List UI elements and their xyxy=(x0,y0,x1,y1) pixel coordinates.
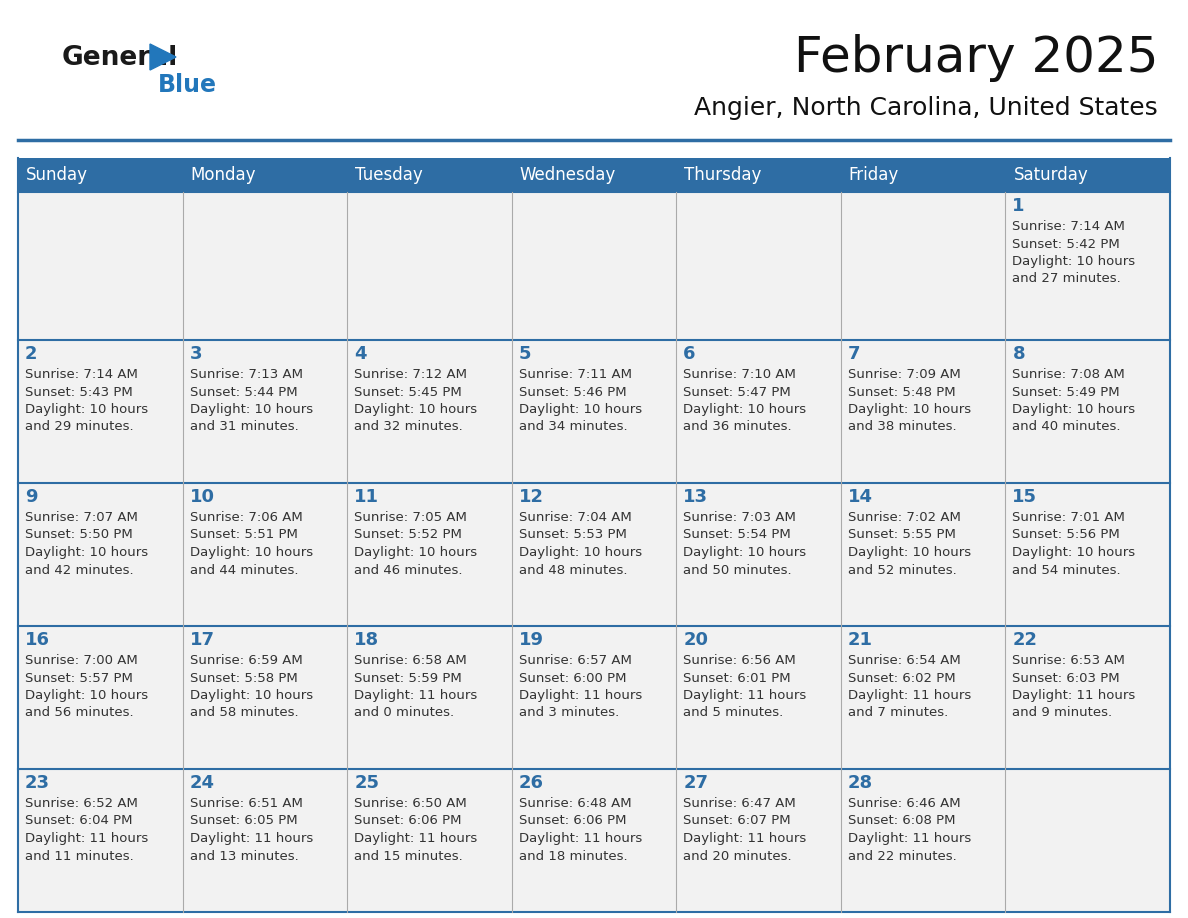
Text: 11: 11 xyxy=(354,488,379,506)
Text: 24: 24 xyxy=(190,774,215,792)
Bar xyxy=(18,192,1170,340)
Bar xyxy=(18,626,1170,769)
Bar xyxy=(18,483,1170,626)
Text: Sunrise: 6:59 AM
Sunset: 5:58 PM
Daylight: 10 hours
and 58 minutes.: Sunrise: 6:59 AM Sunset: 5:58 PM Dayligh… xyxy=(190,654,312,720)
Text: 16: 16 xyxy=(25,631,50,649)
Text: Tuesday: Tuesday xyxy=(355,166,423,184)
Text: Sunrise: 6:47 AM
Sunset: 6:07 PM
Daylight: 11 hours
and 20 minutes.: Sunrise: 6:47 AM Sunset: 6:07 PM Dayligh… xyxy=(683,797,807,863)
Polygon shape xyxy=(150,44,176,70)
Text: February 2025: February 2025 xyxy=(794,34,1158,82)
Text: 20: 20 xyxy=(683,631,708,649)
Text: General: General xyxy=(62,45,178,71)
Text: 22: 22 xyxy=(1012,631,1037,649)
Text: 7: 7 xyxy=(848,345,860,363)
Text: Sunrise: 7:09 AM
Sunset: 5:48 PM
Daylight: 10 hours
and 38 minutes.: Sunrise: 7:09 AM Sunset: 5:48 PM Dayligh… xyxy=(848,368,971,433)
Text: Wednesday: Wednesday xyxy=(519,166,615,184)
Text: Sunrise: 7:06 AM
Sunset: 5:51 PM
Daylight: 10 hours
and 44 minutes.: Sunrise: 7:06 AM Sunset: 5:51 PM Dayligh… xyxy=(190,511,312,577)
Text: Angier, North Carolina, United States: Angier, North Carolina, United States xyxy=(694,96,1158,120)
Text: 12: 12 xyxy=(519,488,544,506)
Bar xyxy=(18,769,1170,912)
Text: Sunrise: 7:00 AM
Sunset: 5:57 PM
Daylight: 10 hours
and 56 minutes.: Sunrise: 7:00 AM Sunset: 5:57 PM Dayligh… xyxy=(25,654,148,720)
Text: 4: 4 xyxy=(354,345,367,363)
Text: 21: 21 xyxy=(848,631,873,649)
Text: Monday: Monday xyxy=(190,166,257,184)
Text: 3: 3 xyxy=(190,345,202,363)
Text: Sunrise: 7:07 AM
Sunset: 5:50 PM
Daylight: 10 hours
and 42 minutes.: Sunrise: 7:07 AM Sunset: 5:50 PM Dayligh… xyxy=(25,511,148,577)
Text: 26: 26 xyxy=(519,774,544,792)
Text: Sunrise: 7:10 AM
Sunset: 5:47 PM
Daylight: 10 hours
and 36 minutes.: Sunrise: 7:10 AM Sunset: 5:47 PM Dayligh… xyxy=(683,368,807,433)
Text: Sunrise: 6:56 AM
Sunset: 6:01 PM
Daylight: 11 hours
and 5 minutes.: Sunrise: 6:56 AM Sunset: 6:01 PM Dayligh… xyxy=(683,654,807,720)
Text: Sunrise: 6:54 AM
Sunset: 6:02 PM
Daylight: 11 hours
and 7 minutes.: Sunrise: 6:54 AM Sunset: 6:02 PM Dayligh… xyxy=(848,654,971,720)
Text: 13: 13 xyxy=(683,488,708,506)
Text: 6: 6 xyxy=(683,345,696,363)
Text: Sunrise: 7:11 AM
Sunset: 5:46 PM
Daylight: 10 hours
and 34 minutes.: Sunrise: 7:11 AM Sunset: 5:46 PM Dayligh… xyxy=(519,368,642,433)
Text: Sunrise: 7:02 AM
Sunset: 5:55 PM
Daylight: 10 hours
and 52 minutes.: Sunrise: 7:02 AM Sunset: 5:55 PM Dayligh… xyxy=(848,511,971,577)
Text: 15: 15 xyxy=(1012,488,1037,506)
Text: 18: 18 xyxy=(354,631,379,649)
Text: 27: 27 xyxy=(683,774,708,792)
Text: Sunrise: 7:08 AM
Sunset: 5:49 PM
Daylight: 10 hours
and 40 minutes.: Sunrise: 7:08 AM Sunset: 5:49 PM Dayligh… xyxy=(1012,368,1136,433)
Text: Sunrise: 7:04 AM
Sunset: 5:53 PM
Daylight: 10 hours
and 48 minutes.: Sunrise: 7:04 AM Sunset: 5:53 PM Dayligh… xyxy=(519,511,642,577)
Text: 10: 10 xyxy=(190,488,215,506)
Bar xyxy=(18,158,1170,192)
Text: Saturday: Saturday xyxy=(1013,166,1088,184)
Text: 14: 14 xyxy=(848,488,873,506)
Text: Sunday: Sunday xyxy=(26,166,88,184)
Text: 9: 9 xyxy=(25,488,38,506)
Text: Sunrise: 7:14 AM
Sunset: 5:42 PM
Daylight: 10 hours
and 27 minutes.: Sunrise: 7:14 AM Sunset: 5:42 PM Dayligh… xyxy=(1012,220,1136,285)
Text: Sunrise: 7:12 AM
Sunset: 5:45 PM
Daylight: 10 hours
and 32 minutes.: Sunrise: 7:12 AM Sunset: 5:45 PM Dayligh… xyxy=(354,368,478,433)
Text: Friday: Friday xyxy=(849,166,899,184)
Text: 5: 5 xyxy=(519,345,531,363)
Bar xyxy=(18,340,1170,483)
Text: Thursday: Thursday xyxy=(684,166,762,184)
Text: 25: 25 xyxy=(354,774,379,792)
Text: Sunrise: 6:51 AM
Sunset: 6:05 PM
Daylight: 11 hours
and 13 minutes.: Sunrise: 6:51 AM Sunset: 6:05 PM Dayligh… xyxy=(190,797,312,863)
Text: Sunrise: 6:53 AM
Sunset: 6:03 PM
Daylight: 11 hours
and 9 minutes.: Sunrise: 6:53 AM Sunset: 6:03 PM Dayligh… xyxy=(1012,654,1136,720)
Text: Sunrise: 6:52 AM
Sunset: 6:04 PM
Daylight: 11 hours
and 11 minutes.: Sunrise: 6:52 AM Sunset: 6:04 PM Dayligh… xyxy=(25,797,148,863)
Text: 2: 2 xyxy=(25,345,38,363)
Text: Sunrise: 7:03 AM
Sunset: 5:54 PM
Daylight: 10 hours
and 50 minutes.: Sunrise: 7:03 AM Sunset: 5:54 PM Dayligh… xyxy=(683,511,807,577)
Text: Sunrise: 6:58 AM
Sunset: 5:59 PM
Daylight: 11 hours
and 0 minutes.: Sunrise: 6:58 AM Sunset: 5:59 PM Dayligh… xyxy=(354,654,478,720)
Text: 19: 19 xyxy=(519,631,544,649)
Text: 17: 17 xyxy=(190,631,215,649)
Text: Sunrise: 6:50 AM
Sunset: 6:06 PM
Daylight: 11 hours
and 15 minutes.: Sunrise: 6:50 AM Sunset: 6:06 PM Dayligh… xyxy=(354,797,478,863)
Text: 28: 28 xyxy=(848,774,873,792)
Text: Sunrise: 6:57 AM
Sunset: 6:00 PM
Daylight: 11 hours
and 3 minutes.: Sunrise: 6:57 AM Sunset: 6:00 PM Dayligh… xyxy=(519,654,642,720)
Text: Sunrise: 7:05 AM
Sunset: 5:52 PM
Daylight: 10 hours
and 46 minutes.: Sunrise: 7:05 AM Sunset: 5:52 PM Dayligh… xyxy=(354,511,478,577)
Text: Sunrise: 6:48 AM
Sunset: 6:06 PM
Daylight: 11 hours
and 18 minutes.: Sunrise: 6:48 AM Sunset: 6:06 PM Dayligh… xyxy=(519,797,642,863)
Text: Sunrise: 6:46 AM
Sunset: 6:08 PM
Daylight: 11 hours
and 22 minutes.: Sunrise: 6:46 AM Sunset: 6:08 PM Dayligh… xyxy=(848,797,971,863)
Text: Sunrise: 7:13 AM
Sunset: 5:44 PM
Daylight: 10 hours
and 31 minutes.: Sunrise: 7:13 AM Sunset: 5:44 PM Dayligh… xyxy=(190,368,312,433)
Text: Blue: Blue xyxy=(158,73,217,97)
Text: Sunrise: 7:01 AM
Sunset: 5:56 PM
Daylight: 10 hours
and 54 minutes.: Sunrise: 7:01 AM Sunset: 5:56 PM Dayligh… xyxy=(1012,511,1136,577)
Text: 1: 1 xyxy=(1012,197,1025,215)
Text: 8: 8 xyxy=(1012,345,1025,363)
Text: 23: 23 xyxy=(25,774,50,792)
Text: Sunrise: 7:14 AM
Sunset: 5:43 PM
Daylight: 10 hours
and 29 minutes.: Sunrise: 7:14 AM Sunset: 5:43 PM Dayligh… xyxy=(25,368,148,433)
